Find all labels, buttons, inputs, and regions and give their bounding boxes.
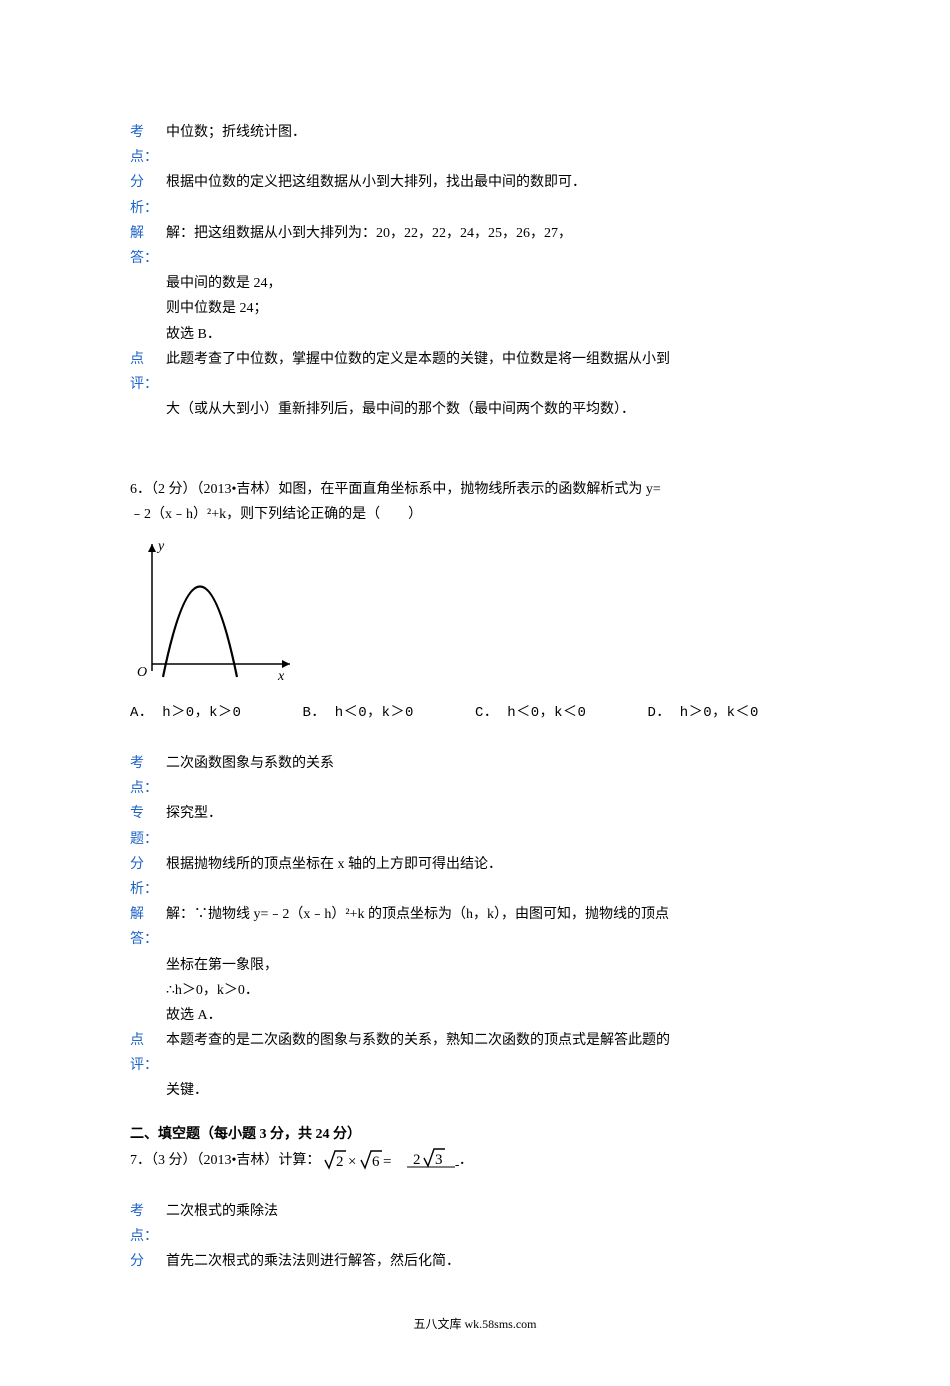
q6-option-c: C． h＜0，k＜0 (475, 701, 648, 726)
q6-jieda-row1: 解答： 解：∵抛物线 y=﹣2（x﹣h）²+k 的顶点坐标为（h，k），由图可知… (130, 902, 820, 952)
q5-fenxi-text: 根据中位数的定义把这组数据从小到大排列，找出最中间的数即可． (166, 170, 820, 220)
q6-kaodian-label: 考点： (130, 751, 166, 801)
q5-dianping-label: 点评： (130, 347, 166, 397)
q7-fenxi-row: 分 首先二次根式的乘法法则进行解答，然后化简． (130, 1249, 820, 1274)
q6-jieda-line3: ∴h＞0，k＞0． (166, 978, 820, 1003)
q5-dianping-row1: 点评： 此题考查了中位数，掌握中位数的定义是本题的关键，中位数是将一组数据从小到 (130, 347, 820, 397)
q5-jieda-line1: 解：把这组数据从小到大排列为：20，22，22，24，25，26，27， (166, 221, 820, 271)
q5-jieda-row2: 最中间的数是 24， (130, 271, 820, 296)
svg-text:=: = (383, 1154, 391, 1170)
q5-jieda-line2: 最中间的数是 24， (166, 271, 820, 296)
q6-kaodian-text: 二次函数图象与系数的关系 (166, 751, 820, 801)
q5-dianping-row2: 大（或从大到小）重新排列后，最中间的那个数（最中间两个数的平均数）． (130, 397, 820, 422)
q6-stem-line1: 6．（2 分）（2013•吉林）如图，在平面直角坐标系中，抛物线所表示的函数解析… (130, 477, 820, 502)
q5-jieda-label: 解答： (130, 221, 166, 271)
q6-dianping-row2: 关键． (130, 1078, 820, 1103)
q6-dianping-line2: 关键． (166, 1078, 820, 1103)
q6-zhuanti-row: 专题： 探究型． (130, 801, 820, 851)
q6-jieda-label: 解答： (130, 902, 166, 952)
q7-fenxi-label: 分 (130, 1249, 166, 1274)
q7-suffix: ． (459, 1153, 473, 1168)
q6-jieda-line2: 坐标在第一象限， (166, 953, 820, 978)
q5-kaodian-label: 考点： (130, 120, 166, 170)
q6-dianping-row1: 点评： 本题考查的是二次函数的图象与系数的关系，熟知二次函数的顶点式是解答此题的 (130, 1028, 820, 1078)
section2-title: 二、填空题（每小题 3 分，共 24 分） (130, 1122, 820, 1147)
q6-option-a: A． h＞0，k＞0 (130, 701, 303, 726)
q6-zhuanti-text: 探究型． (166, 801, 820, 851)
q6-stem-line2: ﹣2（x﹣h）²+k，则下列结论正确的是（ ） (130, 502, 820, 527)
q5-jieda-line4: 故选 B． (166, 322, 820, 347)
svg-text:O: O (137, 665, 147, 680)
q5-jieda-row3: 则中位数是 24； (130, 296, 820, 321)
q5-kaodian-text: 中位数；折线统计图． (166, 120, 820, 170)
q6-jieda-line1: 解：∵抛物线 y=﹣2（x﹣h）²+k 的顶点坐标为（h，k），由图可知，抛物线… (166, 902, 820, 952)
q5-dianping-line1: 此题考查了中位数，掌握中位数的定义是本题的关键，中位数是将一组数据从小到 (166, 347, 820, 397)
q7-stem: 7．（3 分）（2013•吉林）计算： 2 × 6 = 2 3 ． (130, 1147, 820, 1174)
page-footer: 五八文库 wk.58sms.com (130, 1314, 820, 1336)
svg-text:x: x (277, 669, 285, 684)
q6-option-b: B． h＜0，k＞0 (303, 701, 476, 726)
q5-jieda-row4: 故选 B． (130, 322, 820, 347)
q6-jieda-row3: ∴h＞0，k＞0． (130, 978, 820, 1003)
q7-kaodian-label: 考点： (130, 1199, 166, 1249)
q6-fenxi-label: 分析： (130, 852, 166, 902)
svg-text:3: 3 (435, 1152, 443, 1168)
svg-text:6: 6 (372, 1154, 380, 1170)
radical-expression-icon: 2 × 6 = (324, 1154, 408, 1169)
parabola-graph: O x y (130, 536, 820, 695)
q5-jieda-row1: 解答： 解：把这组数据从小到大排列为：20，22，22，24，25，26，27， (130, 221, 820, 271)
q5-dianping-line2: 大（或从大到小）重新排列后，最中间的那个数（最中间两个数的平均数）． (166, 397, 820, 422)
q7-kaodian-row: 考点： 二次根式的乘除法 (130, 1199, 820, 1249)
q7-fenxi-text: 首先二次根式的乘法法则进行解答，然后化简． (166, 1249, 820, 1274)
q6-zhuanti-label: 专题： (130, 801, 166, 851)
q6-dianping-label: 点评： (130, 1028, 166, 1078)
q6-option-d: D． h＞0，k＜0 (648, 701, 821, 726)
q6-fenxi-row: 分析： 根据抛物线所的顶点坐标在 x 轴的上方即可得出结论． (130, 852, 820, 902)
q6-jieda-line4: 故选 A． (166, 1003, 820, 1028)
q6-kaodian-row: 考点： 二次函数图象与系数的关系 (130, 751, 820, 801)
svg-text:2: 2 (413, 1152, 421, 1168)
q5-fenxi-row: 分析： 根据中位数的定义把这组数据从小到大排列，找出最中间的数即可． (130, 170, 820, 220)
q6-jieda-row4: 故选 A． (130, 1003, 820, 1028)
q7-prefix: 7．（3 分）（2013•吉林）计算： (130, 1153, 320, 1168)
q5-fenxi-label: 分析： (130, 170, 166, 220)
q6-jieda-row2: 坐标在第一象限， (130, 953, 820, 978)
q6-options: A． h＞0，k＞0 B． h＜0，k＞0 C． h＜0，k＜0 D． h＞0，… (130, 701, 820, 726)
svg-text:×: × (348, 1154, 356, 1170)
svg-text:y: y (156, 539, 165, 554)
q6-dianping-line1: 本题考查的是二次函数的图象与系数的关系，熟知二次函数的顶点式是解答此题的 (166, 1028, 820, 1078)
q7-kaodian-text: 二次根式的乘除法 (166, 1199, 820, 1249)
q5-kaodian-row: 考点： 中位数；折线统计图． (130, 120, 820, 170)
q5-jieda-line3: 则中位数是 24； (166, 296, 820, 321)
svg-text:2: 2 (336, 1154, 344, 1170)
q6-fenxi-text: 根据抛物线所的顶点坐标在 x 轴的上方即可得出结论． (166, 852, 820, 902)
q7-answer: 2 3 (407, 1153, 459, 1168)
